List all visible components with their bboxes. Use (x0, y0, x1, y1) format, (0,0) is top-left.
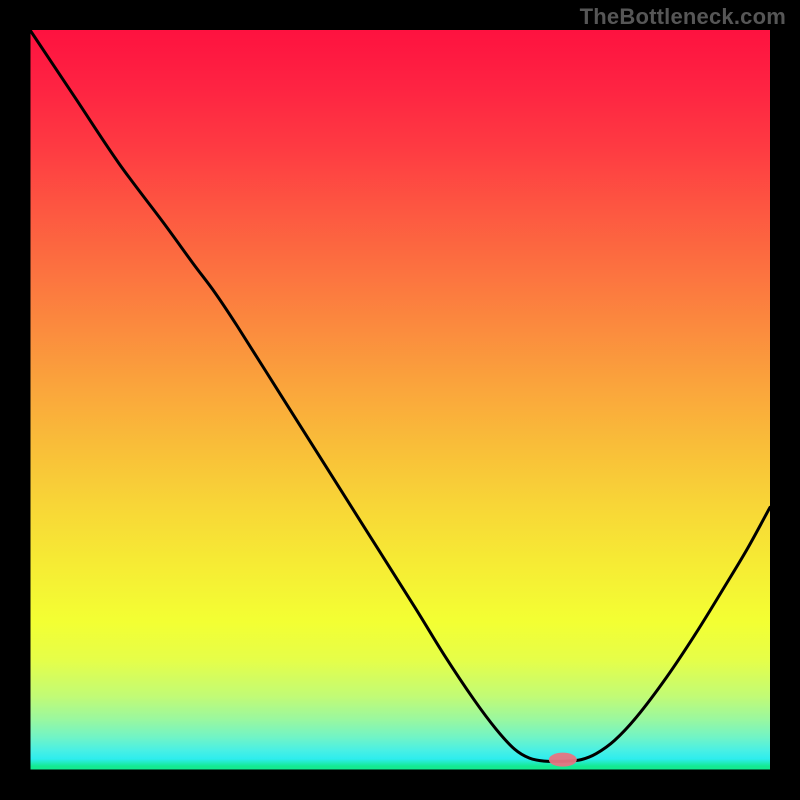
optimal-point-marker (549, 753, 577, 767)
bottleneck-chart (0, 0, 800, 800)
watermark-text: TheBottleneck.com (580, 4, 786, 30)
plot-background-gradient (30, 30, 770, 770)
